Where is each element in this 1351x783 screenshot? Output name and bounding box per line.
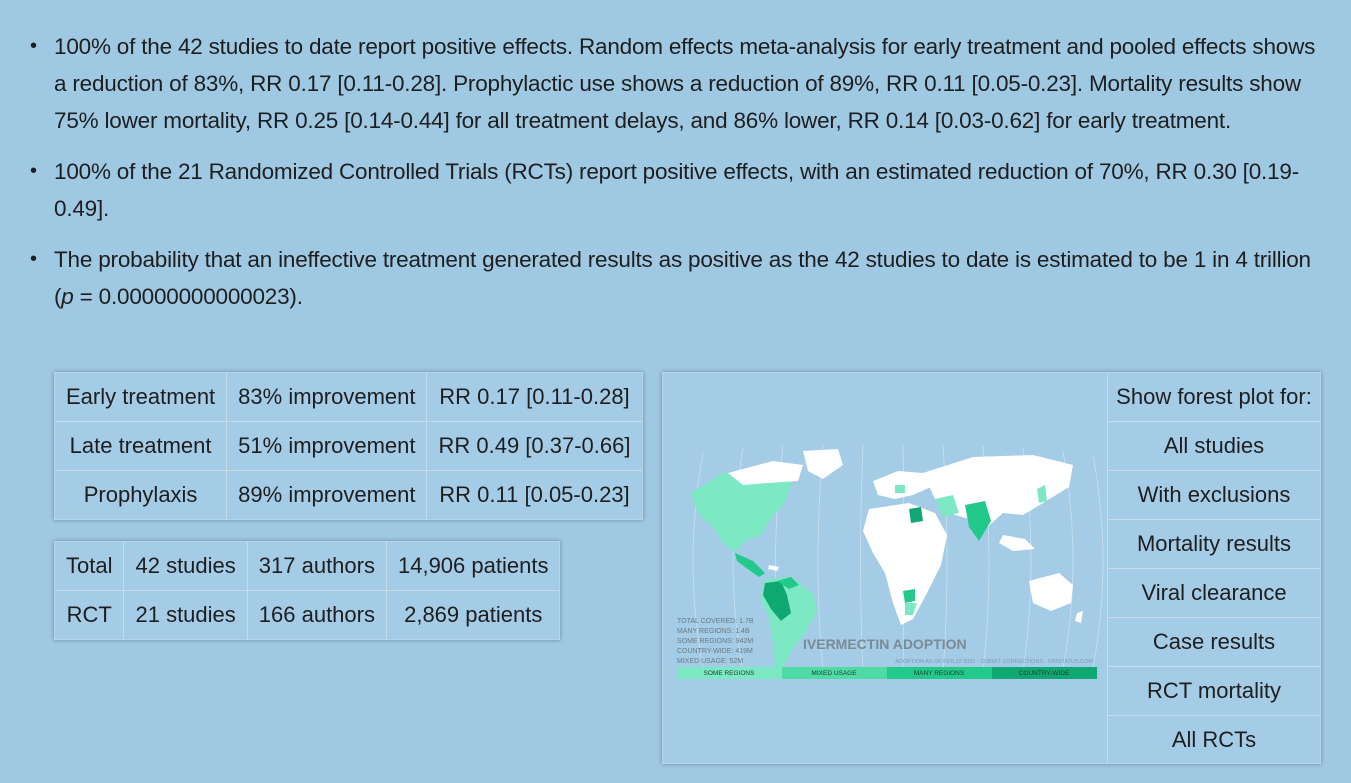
- forest-option-mortality-results[interactable]: Mortality results: [1107, 520, 1320, 569]
- legend-label: MIXED USAGE: [811, 670, 857, 677]
- forest-menu-heading: Show forest plot for:: [1107, 373, 1320, 422]
- middle-east-shape: [935, 495, 959, 517]
- map-stat: COUNTRY-WIDE: 419M: [677, 648, 753, 655]
- bullet-dot-icon: •: [30, 248, 37, 270]
- forest-option-viral-clearance[interactable]: Viral clearance: [1107, 569, 1320, 618]
- table-row: Prophylaxis 89% improvement RR 0.11 [0.0…: [55, 470, 642, 519]
- bullet-text: The probability that an ineffective trea…: [54, 247, 1311, 309]
- map-stat: MANY REGIONS: 1.4B: [677, 628, 750, 635]
- rr-cell: RR 0.11 [0.05-0.23]: [439, 482, 630, 507]
- adoption-map-card: TOTAL COVERED: 1.7B MANY REGIONS: 1.4B S…: [662, 372, 1321, 764]
- new-zealand-shape: [1075, 611, 1083, 623]
- study-totals-table: Total 42 studies 317 authors 14,906 pati…: [54, 541, 561, 640]
- patients-cell: 2,869 patients: [404, 602, 543, 627]
- authors-cell: 317 authors: [247, 542, 387, 591]
- p-symbol: p: [61, 284, 74, 309]
- treatment-summary-table: Early treatment 83% improvement RR 0.17 …: [54, 372, 643, 520]
- map-stat: TOTAL COVERED: 1.7B: [677, 618, 754, 625]
- table-row: Late treatment 51% improvement RR 0.49 […: [55, 421, 642, 471]
- colombia-venezuela-shape: [777, 577, 799, 589]
- table-row: Early treatment 83% improvement RR 0.17 …: [55, 373, 642, 422]
- bullet-dot-icon: •: [30, 160, 37, 182]
- map-title: IVERMECTIN ADOPTION: [803, 636, 967, 652]
- rr-cell: RR 0.49 [0.37-0.66]: [426, 421, 642, 471]
- table-row: RCT 21 studies 166 authors 2,869 patient…: [55, 590, 559, 639]
- forest-plot-menu: Show forest plot for: All studies With e…: [1107, 373, 1320, 764]
- asia-shape: [923, 455, 1073, 531]
- southern-africa-shape: [903, 589, 915, 603]
- legend-swatch-some: [677, 667, 782, 679]
- central-europe-shape: [895, 485, 905, 493]
- map-stat: SOME REGIONS: 942M: [677, 638, 753, 645]
- central-america-shape: [735, 553, 765, 577]
- australia-shape: [1029, 573, 1073, 611]
- north-america-shape: [691, 471, 793, 553]
- table-row: Total 42 studies 317 authors 14,906 pati…: [55, 542, 560, 591]
- rr-cell: RR 0.17 [0.11-0.28]: [426, 373, 642, 422]
- bullet-text: 100% of the 21 Randomized Controlled Tri…: [54, 159, 1300, 221]
- forest-option-all-rcts[interactable]: All RCTs: [1107, 716, 1320, 764]
- summary-bullet: • 100% of the 21 Randomized Controlled Tr…: [26, 153, 1326, 227]
- legend-label: MANY REGIONS: [914, 670, 965, 677]
- africa-shape: [863, 503, 947, 625]
- canada-shape: [728, 461, 803, 485]
- legend-swatch-mixed: [782, 667, 887, 679]
- south-africa-shape: [905, 603, 917, 615]
- row-label: Total: [55, 542, 125, 591]
- greenland-shape: [803, 449, 843, 479]
- row-label: RCT: [55, 590, 125, 639]
- summary-bullet: • 100% of the 42 studies to date report p…: [26, 28, 1326, 139]
- studies-cell: 42 studies: [123, 542, 248, 591]
- row-label: Late treatment: [55, 421, 228, 471]
- authors-cell: 166 authors: [247, 590, 387, 639]
- legend-swatch-country: [992, 667, 1097, 679]
- india-shape: [965, 501, 991, 541]
- japan-shape: [1037, 485, 1047, 503]
- summary-bullet: • The probability that an ineffective tre…: [26, 241, 1326, 315]
- world-map-graphic: TOTAL COVERED: 1.7B MANY REGIONS: 1.4B S…: [677, 444, 1104, 679]
- southeast-asia-shape: [999, 535, 1035, 551]
- bullet-dot-icon: •: [30, 35, 37, 57]
- improvement-cell: 83% improvement: [226, 373, 428, 422]
- forest-option-with-exclusions[interactable]: With exclusions: [1107, 471, 1320, 520]
- caribbean-shape: [768, 565, 779, 571]
- map-subtitle: ADOPTION AS OF FEB 22 2021 · SUBMIT CORR…: [895, 659, 1093, 665]
- peru-bolivia-shape: [763, 581, 791, 621]
- row-label: Early treatment: [55, 373, 228, 422]
- studies-cell: 21 studies: [123, 590, 248, 639]
- forest-option-case-results[interactable]: Case results: [1107, 618, 1320, 667]
- row-label: Prophylaxis: [55, 470, 228, 519]
- patients-cell: 14,906 patients: [386, 542, 560, 591]
- forest-option-rct-mortality[interactable]: RCT mortality: [1107, 667, 1320, 716]
- adoption-map[interactable]: TOTAL COVERED: 1.7B MANY REGIONS: 1.4B S…: [673, 443, 1109, 683]
- egypt-shape: [909, 507, 923, 523]
- map-legend: SOME REGIONS MIXED USAGE MANY REGIONS CO…: [677, 667, 1097, 679]
- legend-swatch-many: [887, 667, 992, 679]
- bullet-text: = 0.00000000000023).: [73, 284, 303, 309]
- legend-label: SOME REGIONS: [704, 670, 756, 677]
- bullet-text: 100% of the 42 studies to date report po…: [54, 34, 1316, 133]
- improvement-cell: 89% improvement: [226, 470, 428, 519]
- map-stat: MIXED USAGE: 52M: [677, 658, 743, 665]
- forest-option-all-studies[interactable]: All studies: [1107, 422, 1320, 471]
- legend-label: COUNTRY-WIDE: [1019, 670, 1070, 677]
- improvement-cell: 51% improvement: [226, 421, 428, 471]
- summary-bullets: • 100% of the 42 studies to date report p…: [26, 28, 1326, 329]
